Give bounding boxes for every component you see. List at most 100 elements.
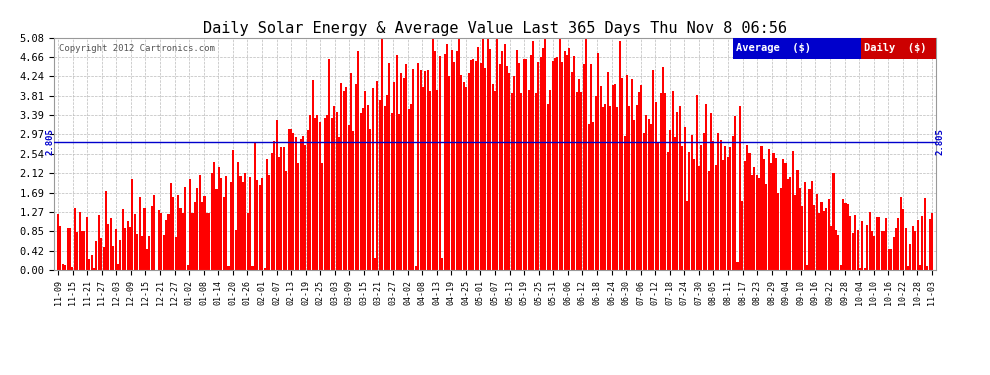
Bar <box>797 170 799 270</box>
Bar <box>636 105 638 270</box>
Bar <box>240 176 242 270</box>
Bar <box>413 69 415 270</box>
Bar <box>528 90 530 270</box>
Bar <box>540 57 542 270</box>
Bar <box>437 90 439 270</box>
Bar <box>366 105 369 270</box>
Bar <box>568 48 570 270</box>
Bar <box>374 258 376 270</box>
Bar <box>885 218 887 270</box>
Bar <box>718 133 720 270</box>
Bar <box>614 84 616 270</box>
Bar <box>381 38 383 270</box>
Bar <box>266 159 268 270</box>
Bar <box>516 50 518 270</box>
Bar <box>732 136 734 270</box>
Bar <box>174 237 176 270</box>
Bar <box>851 233 853 270</box>
Bar <box>846 204 849 270</box>
Bar <box>304 146 306 270</box>
Bar <box>417 63 419 270</box>
Bar <box>590 64 592 270</box>
Bar <box>369 129 371 270</box>
Bar <box>321 162 323 270</box>
Bar <box>146 249 148 270</box>
Bar <box>144 208 146 270</box>
Bar <box>57 214 59 270</box>
Bar <box>280 147 282 270</box>
Bar <box>713 141 715 270</box>
Bar <box>317 115 319 270</box>
Bar <box>511 93 513 270</box>
Bar <box>664 93 666 270</box>
Bar <box>376 81 378 270</box>
Bar <box>725 146 727 270</box>
Bar <box>237 162 240 270</box>
Bar <box>125 228 127 270</box>
Bar <box>179 209 181 270</box>
Bar <box>792 151 794 270</box>
Bar <box>782 159 784 270</box>
Bar <box>878 217 880 270</box>
Bar <box>538 63 540 270</box>
Bar <box>556 57 558 270</box>
Bar <box>225 176 227 270</box>
Bar <box>794 195 796 270</box>
Bar <box>767 148 769 270</box>
Bar <box>876 217 878 270</box>
Bar <box>287 129 289 270</box>
Bar <box>883 231 885 270</box>
Bar <box>647 119 649 270</box>
Bar <box>643 134 644 270</box>
Bar <box>388 63 390 270</box>
Bar <box>465 87 467 270</box>
Bar <box>578 79 580 270</box>
Bar <box>81 231 83 270</box>
Bar <box>501 51 503 270</box>
Bar <box>629 106 631 270</box>
Bar <box>549 90 551 270</box>
Bar <box>415 266 417 270</box>
Bar <box>206 213 208 270</box>
Bar <box>347 125 349 270</box>
Bar <box>204 196 206 270</box>
Bar <box>492 84 494 270</box>
Bar <box>162 235 164 270</box>
Bar <box>150 206 152 270</box>
Bar <box>489 49 491 270</box>
Bar <box>434 51 436 270</box>
Bar <box>720 140 722 270</box>
Bar <box>59 226 61 270</box>
Bar <box>134 214 136 270</box>
Bar <box>170 183 172 270</box>
Bar <box>806 265 808 270</box>
Bar <box>597 53 599 270</box>
Bar <box>710 113 712 270</box>
Bar <box>849 216 851 270</box>
Bar <box>624 136 626 270</box>
Bar <box>78 212 80 270</box>
Bar <box>105 191 107 270</box>
Bar <box>439 56 441 270</box>
Bar <box>117 264 119 270</box>
Bar <box>216 189 218 270</box>
Bar <box>509 73 511 270</box>
Bar <box>386 95 388 270</box>
Bar <box>763 159 765 270</box>
Bar <box>100 238 102 270</box>
Bar <box>691 135 693 270</box>
Bar <box>775 158 777 270</box>
Bar <box>840 265 842 270</box>
Bar <box>535 93 537 270</box>
Bar <box>566 55 568 270</box>
Bar <box>844 203 846 270</box>
Bar <box>787 179 789 270</box>
Text: Average  ($): Average ($) <box>736 43 811 53</box>
Bar <box>338 137 340 270</box>
Bar <box>631 80 633 270</box>
Bar <box>354 84 356 270</box>
Bar <box>218 167 220 270</box>
Bar <box>129 227 131 270</box>
Bar <box>66 228 68 270</box>
Bar <box>153 195 155 270</box>
